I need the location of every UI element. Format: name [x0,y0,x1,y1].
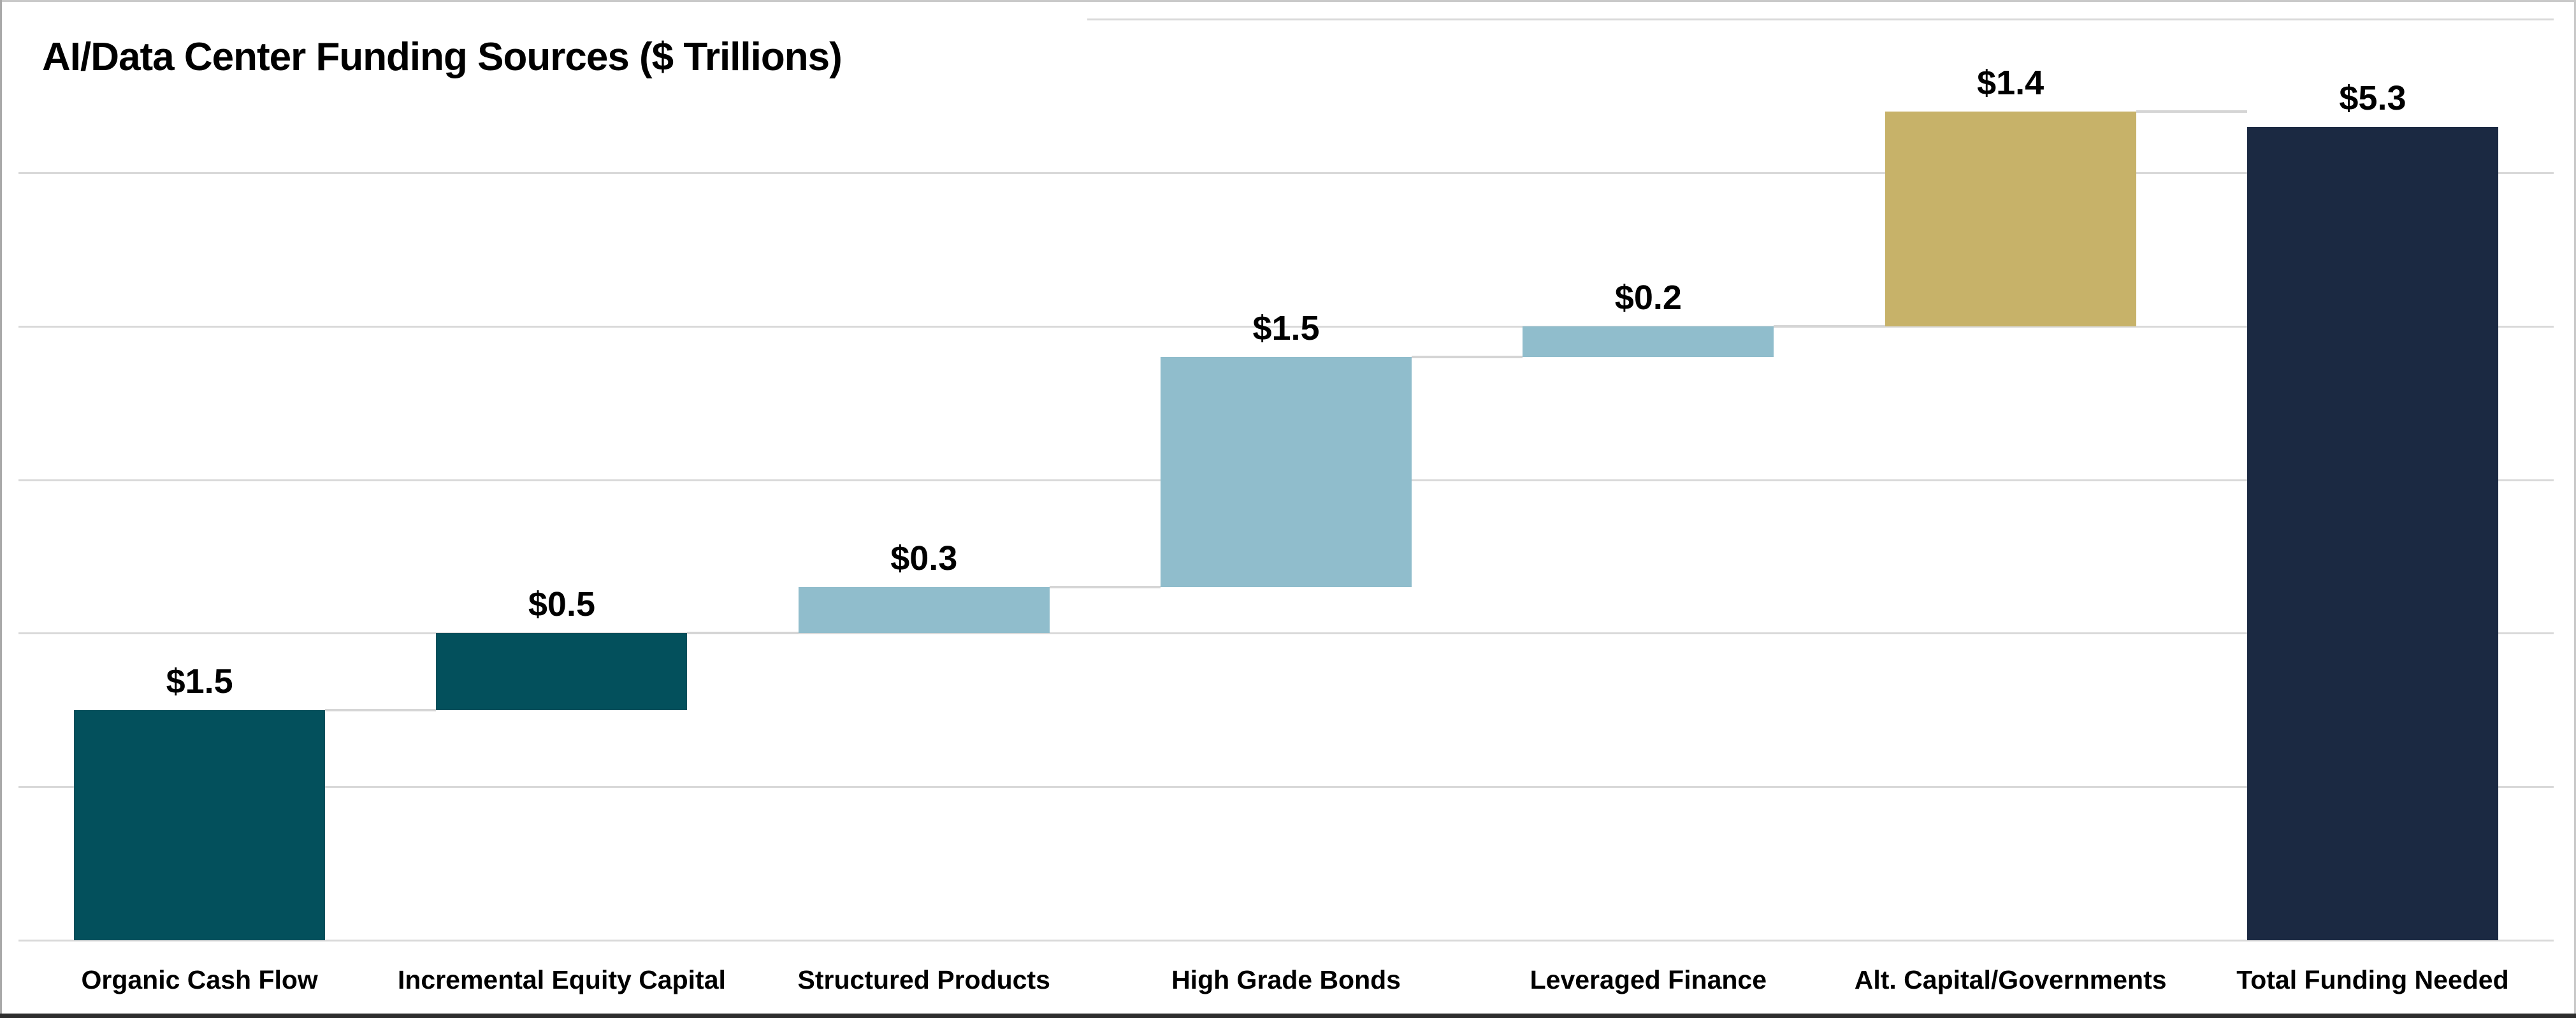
connector-line-1 [687,632,799,635]
category-label-2: Structured Products [797,965,1050,994]
chart-title: AI/Data Center Funding Sources ($ Trilli… [42,35,843,79]
gridline-4 [18,325,2554,328]
connector-line-2 [1049,586,1161,589]
category-label-5: Alt. Capital/Governments [1854,965,2167,994]
value-label-2: $0.3 [890,539,958,578]
bar-total-funding-needed [2247,126,2498,940]
screenshot-border-left [0,0,2,1018]
bar-structured-products [798,587,1050,634]
bar-leveraged-finance [1523,326,1774,357]
bar-high-grade-bonds [1161,356,1412,588]
connector-line-5 [2136,110,2247,113]
gridline-2 [18,632,2554,635]
connector-line-0 [325,708,437,711]
screenshot-border-bottom [0,1014,2576,1018]
value-label-0: $1.5 [166,662,233,701]
value-label-1: $0.5 [528,585,595,624]
screenshot-border-right [2574,0,2576,1018]
bar-alt-capital-governments [1885,111,2136,326]
value-label-5: $1.4 [1977,63,2044,102]
gridline-5 [18,171,2554,174]
gridline-6 [18,18,2554,21]
category-label-3: High Grade Bonds [1171,965,1401,994]
bar-incremental-equity-capital [436,633,688,710]
connector-line-4 [1774,324,1885,328]
value-label-4: $0.2 [1614,278,1682,317]
chart-title-box: AI/Data Center Funding Sources ($ Trilli… [4,4,1087,106]
value-label-3: $1.5 [1252,309,1320,347]
value-label-6: $5.3 [2339,78,2406,117]
screenshot-border-top [0,0,2576,2]
gridline-1 [18,786,2554,789]
connector-line-3 [1412,355,1523,358]
gridline-0 [18,940,2554,942]
category-label-1: Incremental Equity Capital [397,965,726,994]
bar-organic-cash-flow [74,709,326,940]
category-label-4: Leveraged Finance [1530,965,1767,994]
category-label-6: Total Funding Needed [2236,965,2509,994]
category-label-0: Organic Cash Flow [81,965,318,994]
